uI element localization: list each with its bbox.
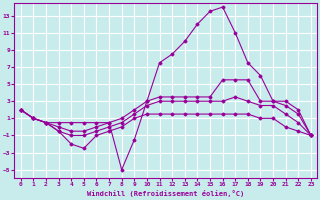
X-axis label: Windchill (Refroidissement éolien,°C): Windchill (Refroidissement éolien,°C) xyxy=(87,190,244,197)
